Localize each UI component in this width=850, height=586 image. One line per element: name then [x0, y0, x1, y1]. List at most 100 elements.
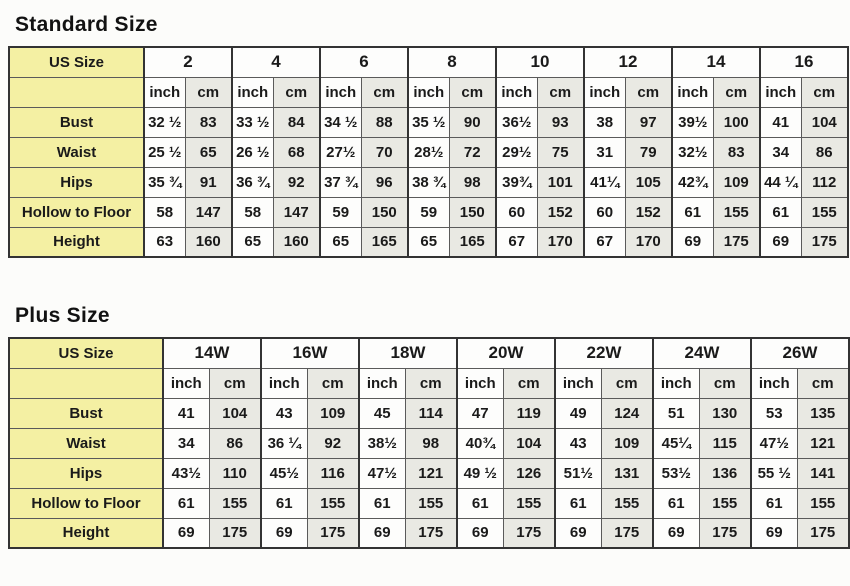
measurement-value-cell: 141	[796, 457, 850, 489]
measurement-value-cell: 59	[319, 196, 362, 228]
measurement-value-cell: 41	[162, 397, 210, 429]
measurement-value-cell: 175	[800, 226, 849, 258]
measurement-value-cell: 68	[272, 136, 321, 168]
measurement-value-cell: 32 ½	[143, 106, 186, 138]
measurement-value-cell: 70	[360, 136, 409, 168]
row-label-cell: Bust	[8, 106, 145, 138]
measurement-value-cell: 43	[554, 427, 602, 459]
measurement-value-cell: 53½	[652, 457, 700, 489]
measurement-value-cell: 155	[698, 487, 752, 519]
measurement-value-cell: 51	[652, 397, 700, 429]
inch-unit-cell: inch	[162, 367, 210, 399]
row-label-cell: Height	[8, 226, 145, 258]
measurement-value-cell: 67	[583, 226, 626, 258]
measurement-value-cell: 58	[143, 196, 186, 228]
cm-unit-cell: cm	[600, 367, 654, 399]
measurement-value-cell: 75	[536, 136, 585, 168]
measurement-value-cell: 31	[583, 136, 626, 168]
measurement-value-cell: 61	[671, 196, 714, 228]
measurement-value-cell: 83	[712, 136, 761, 168]
measurement-value-cell: 121	[404, 457, 458, 489]
measurement-row: Hollow to Floor 61 155 61 155 61 155 61 155 61 155…	[8, 487, 850, 519]
plus-size-title: Plus Size	[15, 304, 110, 327]
measurement-value-cell: 119	[502, 397, 556, 429]
measurement-value-cell: 152	[536, 196, 585, 228]
measurement-value-cell: 109	[600, 427, 654, 459]
cm-unit-cell: cm	[712, 76, 761, 108]
size-header-cell: 16	[759, 46, 849, 78]
measurement-value-cell: 65	[184, 136, 233, 168]
measurement-value-cell: 39½	[671, 106, 714, 138]
measurement-value-cell: 51½	[554, 457, 602, 489]
standard-size-table: US Size 2 4 6 8 10 12 14 16 inch cm inch cm inch cm inc…	[8, 46, 849, 258]
measurement-value-cell: 109	[306, 397, 360, 429]
measurement-value-cell: 60	[583, 196, 626, 228]
inch-unit-cell: inch	[652, 367, 700, 399]
measurement-value-cell: 47½	[358, 457, 406, 489]
cm-unit-cell: cm	[448, 76, 497, 108]
measurement-value-cell: 69	[750, 517, 798, 549]
row-label-cell: Hips	[8, 166, 145, 198]
row-label-cell: Hollow to Floor	[8, 487, 164, 519]
measurement-value-cell: 69	[759, 226, 802, 258]
measurement-value-cell: 61	[456, 487, 504, 519]
measurement-value-cell: 69	[671, 226, 714, 258]
measurement-value-cell: 105	[624, 166, 673, 198]
measurement-value-cell: 152	[624, 196, 673, 228]
measurement-row: Hollow to Floor 58 147 58 147 59 150 59 150 60 152…	[8, 196, 849, 228]
size-header-row: US Size 2 4 6 8 10 12 14 16	[8, 46, 849, 78]
measurement-value-cell: 61	[554, 487, 602, 519]
measurement-value-cell: 175	[698, 517, 752, 549]
measurement-value-cell: 36½	[495, 106, 538, 138]
measurement-value-cell: 37 ¾	[319, 166, 362, 198]
inch-unit-cell: inch	[554, 367, 602, 399]
cm-unit-cell: cm	[800, 76, 849, 108]
measurement-value-cell: 41¼	[583, 166, 626, 198]
measurement-value-cell: 136	[698, 457, 752, 489]
size-header-row: US Size 14W 16W 18W 20W 22W 24W 26W	[8, 337, 850, 369]
measurement-value-cell: 27½	[319, 136, 362, 168]
measurement-value-cell: 121	[796, 427, 850, 459]
measurement-value-cell: 34	[759, 136, 802, 168]
inch-unit-cell: inch	[231, 76, 274, 108]
measurement-value-cell: 110	[208, 457, 262, 489]
measurement-value-cell: 155	[800, 196, 849, 228]
row-label-cell: Height	[8, 517, 164, 549]
size-header-cell: 4	[231, 46, 321, 78]
measurement-value-cell: 69	[358, 517, 406, 549]
measurement-value-cell: 84	[272, 106, 321, 138]
measurement-value-cell: 42¾	[671, 166, 714, 198]
measurement-value-cell: 43	[260, 397, 308, 429]
measurement-value-cell: 67	[495, 226, 538, 258]
size-header-cell: 2	[143, 46, 233, 78]
measurement-row: Hips 43½ 110 45½ 116 47½ 121 49 ½ 126 51½ 131 53½ 13…	[8, 457, 850, 489]
cm-unit-cell: cm	[306, 367, 360, 399]
inch-unit-cell: inch	[759, 76, 802, 108]
measurement-value-cell: 65	[407, 226, 450, 258]
measurement-value-cell: 34 ½	[319, 106, 362, 138]
measurement-value-cell: 63	[143, 226, 186, 258]
measurement-value-cell: 33 ½	[231, 106, 274, 138]
measurement-value-cell: 72	[448, 136, 497, 168]
cm-unit-cell: cm	[624, 76, 673, 108]
measurement-value-cell: 101	[536, 166, 585, 198]
measurement-value-cell: 28½	[407, 136, 450, 168]
measurement-value-cell: 45	[358, 397, 406, 429]
measurement-value-cell: 38½	[358, 427, 406, 459]
measurement-row: Bust 32 ½ 83 33 ½ 84 34 ½ 88 35 ½ 90 36½ 93 38 97 39½…	[8, 106, 849, 138]
measurement-value-cell: 109	[712, 166, 761, 198]
measurement-value-cell: 175	[306, 517, 360, 549]
measurement-value-cell: 88	[360, 106, 409, 138]
row-label-cell: Hollow to Floor	[8, 196, 145, 228]
measurement-value-cell: 79	[624, 136, 673, 168]
size-header-cell: 8	[407, 46, 497, 78]
measurement-value-cell: 170	[536, 226, 585, 258]
measurement-value-cell: 98	[404, 427, 458, 459]
measurement-value-cell: 35 ½	[407, 106, 450, 138]
measurement-value-cell: 35 ¾	[143, 166, 186, 198]
standard-size-section: Standard Size US Size 2 4 6 8 10 12 14 16 inch cm i…	[0, 0, 850, 258]
measurement-value-cell: 175	[796, 517, 850, 549]
measurement-value-cell: 47	[456, 397, 504, 429]
measurement-value-cell: 38	[583, 106, 626, 138]
measurement-value-cell: 36 ¾	[231, 166, 274, 198]
